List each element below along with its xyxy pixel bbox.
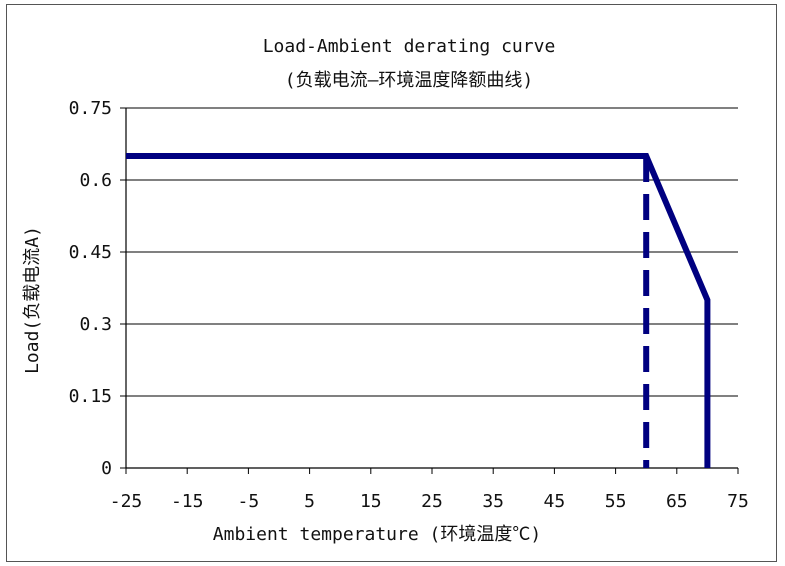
y-tick-label: 0.3	[79, 314, 112, 335]
axes	[120, 107, 739, 474]
data-series	[126, 153, 711, 468]
x-tick-label: 15	[360, 491, 382, 512]
x-tick-label: 45	[544, 491, 566, 512]
x-tick-labels: -25 -15 -5 5 15 25 35 45 55 65 75	[110, 491, 749, 512]
x-tick-label: -25	[110, 491, 143, 512]
x-tick-label: -5	[238, 491, 260, 512]
x-axis-label: Ambient temperature (环境温度℃)	[213, 524, 541, 545]
y-axis-label: Load(负载电流A)	[22, 226, 43, 374]
y-tick-label: 0.45	[69, 242, 112, 263]
y-tick-labels: 0 0.15 0.3 0.45 0.6 0.75	[69, 98, 112, 479]
x-tick-label: 5	[304, 491, 315, 512]
y-tick-label: 0	[101, 458, 112, 479]
chart-subtitle: (负载电流—环境温度降额曲线)	[285, 70, 534, 91]
x-tick-label: 65	[666, 491, 688, 512]
x-tick-label: 75	[727, 491, 749, 512]
chart-title: Load-Ambient derating curve	[263, 36, 556, 57]
y-tick-label: 0.75	[69, 98, 112, 119]
y-tick-label: 0.15	[69, 386, 112, 407]
x-tick-label: 35	[482, 491, 504, 512]
y-tick-label: 0.6	[79, 170, 112, 191]
derating-curve	[126, 153, 711, 468]
x-tick-label: -15	[171, 491, 204, 512]
gridlines	[126, 107, 738, 397]
x-tick-label: 55	[605, 491, 627, 512]
x-tick-label: 25	[421, 491, 443, 512]
